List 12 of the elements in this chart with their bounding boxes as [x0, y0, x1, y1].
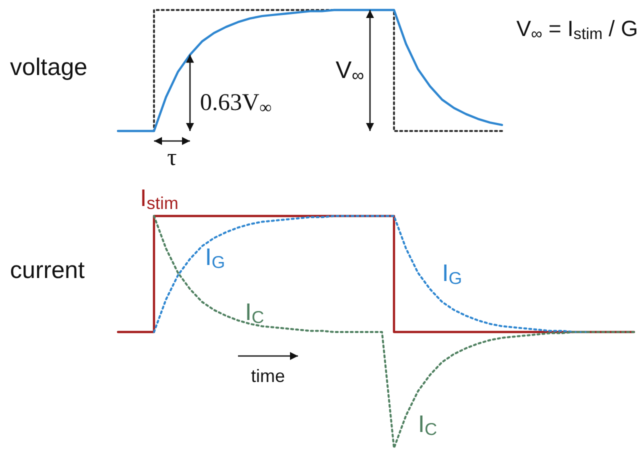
- series-label: I$_{G}$: [205, 244, 226, 272]
- series-label: I$_{stim}$: [140, 185, 178, 214]
- annotation: I$_{C}$: [418, 410, 438, 440]
- annotation: 0.63V$_{∞}$: [200, 90, 272, 118]
- y-axis-title: voltage: [10, 54, 88, 81]
- text: V$_{∞}$ = I$_{stim}$ / G: [516, 16, 638, 44]
- y-axis-title: current: [10, 257, 86, 284]
- annotation: V$_{∞}$: [336, 57, 364, 86]
- text: τ: [167, 145, 178, 171]
- annotation: I$_{G}$: [442, 260, 462, 288]
- series-label: I$_{C}$: [245, 299, 264, 328]
- annotation: time: [250, 366, 286, 386]
